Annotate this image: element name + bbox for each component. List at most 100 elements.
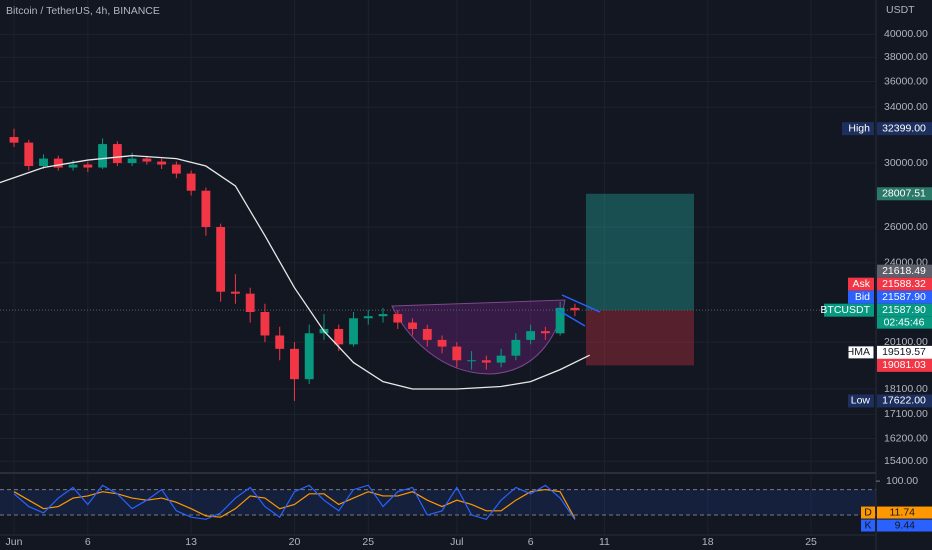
candle-body xyxy=(201,190,211,228)
candle-body xyxy=(216,227,226,292)
x-tick-label: Jun xyxy=(6,536,23,548)
price-label: 32399.00 xyxy=(882,122,926,134)
price-tag-box xyxy=(848,394,874,408)
y-tick-label: 18100.00 xyxy=(884,383,928,395)
candle-body xyxy=(481,360,491,363)
price-tag-box xyxy=(842,122,874,136)
price-tag-box xyxy=(848,290,874,304)
chart-title: Bitcoin / TetherUS, 4h, BINANCE xyxy=(6,5,160,17)
target-zone xyxy=(585,193,695,311)
candle-body xyxy=(540,331,550,334)
candle-body xyxy=(408,322,417,329)
y-tick-label: 20100.00 xyxy=(884,336,928,348)
candle-body xyxy=(39,158,48,167)
price-tag-box xyxy=(848,277,874,291)
candle-body xyxy=(112,144,122,164)
x-tick-label: 20 xyxy=(289,536,301,548)
x-tick-label: 18 xyxy=(702,536,714,548)
price-tag-box xyxy=(824,303,874,317)
legend-key: K xyxy=(864,519,871,531)
axis-unit: USDT xyxy=(886,4,915,16)
stoch-value: 11.74 xyxy=(890,506,916,518)
candle-body xyxy=(68,164,78,168)
price-label-box xyxy=(877,264,932,278)
price-label-box xyxy=(877,187,932,201)
candle-body xyxy=(290,348,299,380)
candle-body xyxy=(245,293,255,313)
stoch-line xyxy=(13,484,576,520)
price-tag: Bid xyxy=(855,291,870,303)
candle-body xyxy=(526,331,536,340)
price-label: 21588.32 xyxy=(882,278,926,290)
countdown-box xyxy=(877,316,932,329)
y-tick-label: 38000.00 xyxy=(884,51,928,63)
x-tick-label: 13 xyxy=(185,536,197,548)
legend-key: D xyxy=(864,506,872,518)
y-tick-label: 40000.00 xyxy=(884,28,928,40)
price-label: 17622.00 xyxy=(882,395,926,407)
axis-labels: 40000.00 38000.00 36000.00 34000.00 30000.00… xyxy=(6,28,932,548)
candle-body xyxy=(422,328,432,340)
plot-area xyxy=(0,128,876,520)
candle-body xyxy=(363,316,373,319)
candle-body xyxy=(334,328,344,345)
candle-body xyxy=(304,333,314,380)
price-tag: Low xyxy=(851,395,871,407)
candle-body xyxy=(437,339,447,347)
candle-body xyxy=(511,339,521,356)
candle-body xyxy=(275,335,285,349)
candle-body xyxy=(186,173,196,191)
price-label-box xyxy=(877,303,932,317)
candle-body xyxy=(171,164,181,174)
stoch-band xyxy=(0,489,876,516)
candle-body xyxy=(260,312,270,336)
candle-body xyxy=(127,158,137,164)
candle-body xyxy=(496,355,506,363)
stop-zone xyxy=(585,310,695,366)
stoch-value-box xyxy=(877,519,932,532)
price-label-box xyxy=(877,394,932,408)
candle-body xyxy=(570,307,580,311)
price-label: 21618.49 xyxy=(882,265,926,277)
stoch-tick-label: 100.00 xyxy=(886,475,918,487)
candle-body xyxy=(142,158,152,162)
stoch-line xyxy=(13,488,576,519)
flag-line xyxy=(561,294,601,313)
stoch-value-box xyxy=(877,506,932,519)
candle-body xyxy=(378,314,388,317)
x-tick-label: 6 xyxy=(528,536,534,548)
price-tag: Ask xyxy=(852,278,870,290)
x-tick-label: 6 xyxy=(85,536,91,548)
y-tick-label: 15400.00 xyxy=(884,455,928,467)
candle-body xyxy=(349,318,358,345)
y-tick-label: 16200.00 xyxy=(884,432,928,444)
y-tick-label: 30000.00 xyxy=(884,157,928,169)
flag-line xyxy=(557,309,586,327)
price-label-box xyxy=(877,358,932,372)
legend-key-box xyxy=(861,519,875,532)
price-label-box xyxy=(877,277,932,291)
price-label: 19519.57 xyxy=(882,346,926,358)
x-tick-label: 25 xyxy=(362,536,374,548)
y-tick-label: 34000.00 xyxy=(884,101,928,113)
price-tag-box xyxy=(847,345,875,360)
candle-body xyxy=(467,360,477,362)
price-label: 21587.90 xyxy=(882,304,926,316)
price-label: 21587.90 xyxy=(882,291,926,303)
price-tag: BTCUSDT xyxy=(820,304,870,316)
candle-body xyxy=(9,136,19,143)
hma-line xyxy=(0,155,590,390)
candle-body xyxy=(555,307,565,334)
y-tick-label: 17100.00 xyxy=(884,408,928,420)
price-tag: HMA xyxy=(847,346,870,358)
candle-body xyxy=(230,291,240,294)
candle-body xyxy=(98,144,108,168)
price-label-box xyxy=(877,345,932,359)
x-tick-label: 11 xyxy=(599,536,610,548)
y-tick-label: 26000.00 xyxy=(884,221,928,233)
price-label-box xyxy=(877,122,932,136)
candle-body xyxy=(157,161,167,165)
y-tick-label: 36000.00 xyxy=(884,75,928,87)
